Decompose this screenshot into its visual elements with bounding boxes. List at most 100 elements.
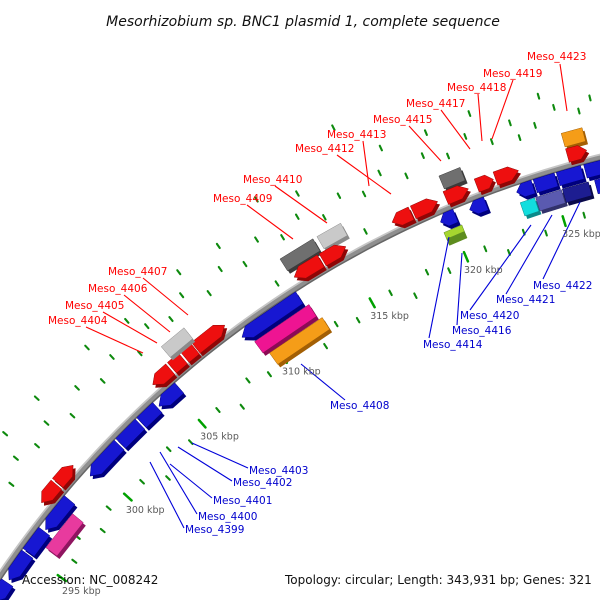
gene-arrow[interactable]	[316, 222, 348, 250]
scale-label: 295 kbp	[62, 586, 101, 597]
gene-label[interactable]: Meso_4408	[330, 400, 389, 412]
gene-arrow[interactable]	[519, 197, 540, 217]
gene-label[interactable]: Meso_4412	[295, 143, 354, 155]
gene-arrow[interactable]	[52, 464, 74, 488]
gene-arrow[interactable]	[560, 127, 586, 148]
gene-label[interactable]: Meso_4406	[88, 283, 148, 295]
gene-arrow[interactable]	[473, 174, 494, 193]
gene-label[interactable]: Meso_4423	[527, 51, 586, 63]
label-leader-line	[149, 461, 185, 529]
gene-arrow[interactable]	[443, 224, 465, 240]
gene-label[interactable]: Meso_4419	[483, 68, 542, 80]
label-leader-line	[456, 252, 463, 326]
scale-tick	[404, 172, 409, 180]
scale-tick	[355, 316, 361, 324]
gene-arrow[interactable]	[565, 145, 588, 163]
scale-tick	[331, 124, 336, 131]
gene-arrow[interactable]	[409, 198, 438, 220]
gene-label[interactable]: Meso_4401	[213, 495, 272, 507]
gene-label[interactable]: Meso_4409	[213, 193, 272, 205]
scale-tick	[253, 196, 259, 203]
gene-arrow[interactable]	[269, 317, 330, 365]
gene-arrow[interactable]	[279, 238, 321, 272]
scale-tick	[536, 92, 541, 100]
gene-arrow[interactable]	[45, 495, 76, 531]
gene-label[interactable]: Meso_4402	[233, 477, 292, 489]
gene-arrow[interactable]	[41, 479, 63, 504]
gene-label[interactable]: Meso_4416	[452, 325, 512, 337]
gene-label[interactable]: Meso_4413	[327, 129, 386, 141]
gene-arrow[interactable]	[492, 166, 519, 186]
scale-tick	[109, 354, 115, 360]
gene-arrow[interactable]	[8, 549, 34, 581]
gene-label[interactable]: Meso_4405	[65, 300, 124, 312]
gene-label[interactable]: Meso_4404	[48, 315, 108, 327]
gene-arrow[interactable]	[442, 185, 469, 205]
scale-tick	[378, 144, 383, 152]
gene-arrow[interactable]	[293, 254, 325, 279]
scale-tick	[2, 431, 9, 437]
scale-tick	[508, 119, 512, 127]
scale-tick	[165, 475, 171, 481]
gene-arrow[interactable]	[22, 526, 51, 557]
gene-label[interactable]: Meso_4403	[249, 465, 308, 477]
gene-label[interactable]: Meso_4400	[198, 511, 257, 523]
label-leader-line	[362, 140, 370, 187]
scale-tick	[368, 297, 376, 309]
scale-tick	[582, 211, 586, 219]
gene-arrow[interactable]	[115, 418, 146, 449]
label-leader-line	[505, 214, 553, 295]
gene-label[interactable]: Meso_4417	[406, 98, 465, 110]
label-leader-line	[428, 236, 450, 339]
gene-arrow[interactable]	[0, 578, 14, 600]
gene-label[interactable]: Meso_4407	[108, 266, 167, 278]
scale-tick	[165, 446, 172, 453]
gene-arrow[interactable]	[191, 324, 226, 354]
accession-status: Accession: NC_008242	[22, 573, 158, 587]
label-leader-line	[191, 442, 249, 469]
gene-arrow[interactable]	[440, 208, 459, 227]
scale-tick	[377, 169, 382, 177]
gene-arrow[interactable]	[45, 513, 84, 557]
scale-tick	[215, 407, 221, 413]
gene-label[interactable]: Meso_4421	[496, 294, 555, 306]
label-leader-line	[477, 93, 483, 142]
label-leader-line	[246, 204, 294, 240]
gene-arrow[interactable]	[160, 327, 194, 358]
gene-arrow[interactable]	[516, 179, 536, 198]
gene-arrow[interactable]	[318, 244, 347, 267]
scale-tick	[239, 403, 245, 410]
label-leader-line	[300, 363, 346, 401]
gene-arrow[interactable]	[561, 181, 593, 204]
gene-arrow[interactable]	[158, 382, 185, 407]
gene-label[interactable]: Meso_4410	[243, 174, 302, 186]
gene-arrow[interactable]	[583, 158, 600, 179]
gene-label[interactable]: Meso_4422	[533, 280, 592, 292]
gene-arrow[interactable]	[254, 304, 317, 354]
gene-label[interactable]: Meso_4414	[423, 339, 483, 351]
map-title: Mesorhizobium sp. BNC1 plasmid 1, comple…	[106, 14, 500, 30]
gene-arrow[interactable]	[152, 363, 176, 385]
scale-tick	[12, 455, 19, 461]
scale-tick	[552, 103, 556, 111]
scale-tick	[33, 395, 40, 401]
label-leader-line	[440, 109, 471, 150]
scale-tick	[446, 152, 451, 160]
gene-arrow[interactable]	[391, 206, 415, 226]
gene-arrow[interactable]	[594, 175, 600, 195]
scale-tick	[413, 292, 418, 300]
scale-tick	[447, 267, 452, 274]
gene-label[interactable]: Meso_4418	[447, 82, 506, 94]
gene-arrow[interactable]	[469, 196, 489, 215]
gene-arrow[interactable]	[532, 172, 559, 194]
gene-arrow[interactable]	[241, 291, 304, 338]
gene-arrow[interactable]	[136, 402, 163, 429]
gene-label[interactable]: Meso_4399	[185, 524, 244, 536]
gene-arrow[interactable]	[89, 439, 125, 477]
scale-tick	[99, 378, 106, 384]
gene-arrow[interactable]	[555, 165, 585, 187]
gene-arrow[interactable]	[535, 189, 566, 212]
gene-label[interactable]: Meso_4415	[373, 114, 432, 126]
gene-arrow[interactable]	[438, 167, 466, 190]
gene-label[interactable]: Meso_4420	[460, 310, 519, 322]
